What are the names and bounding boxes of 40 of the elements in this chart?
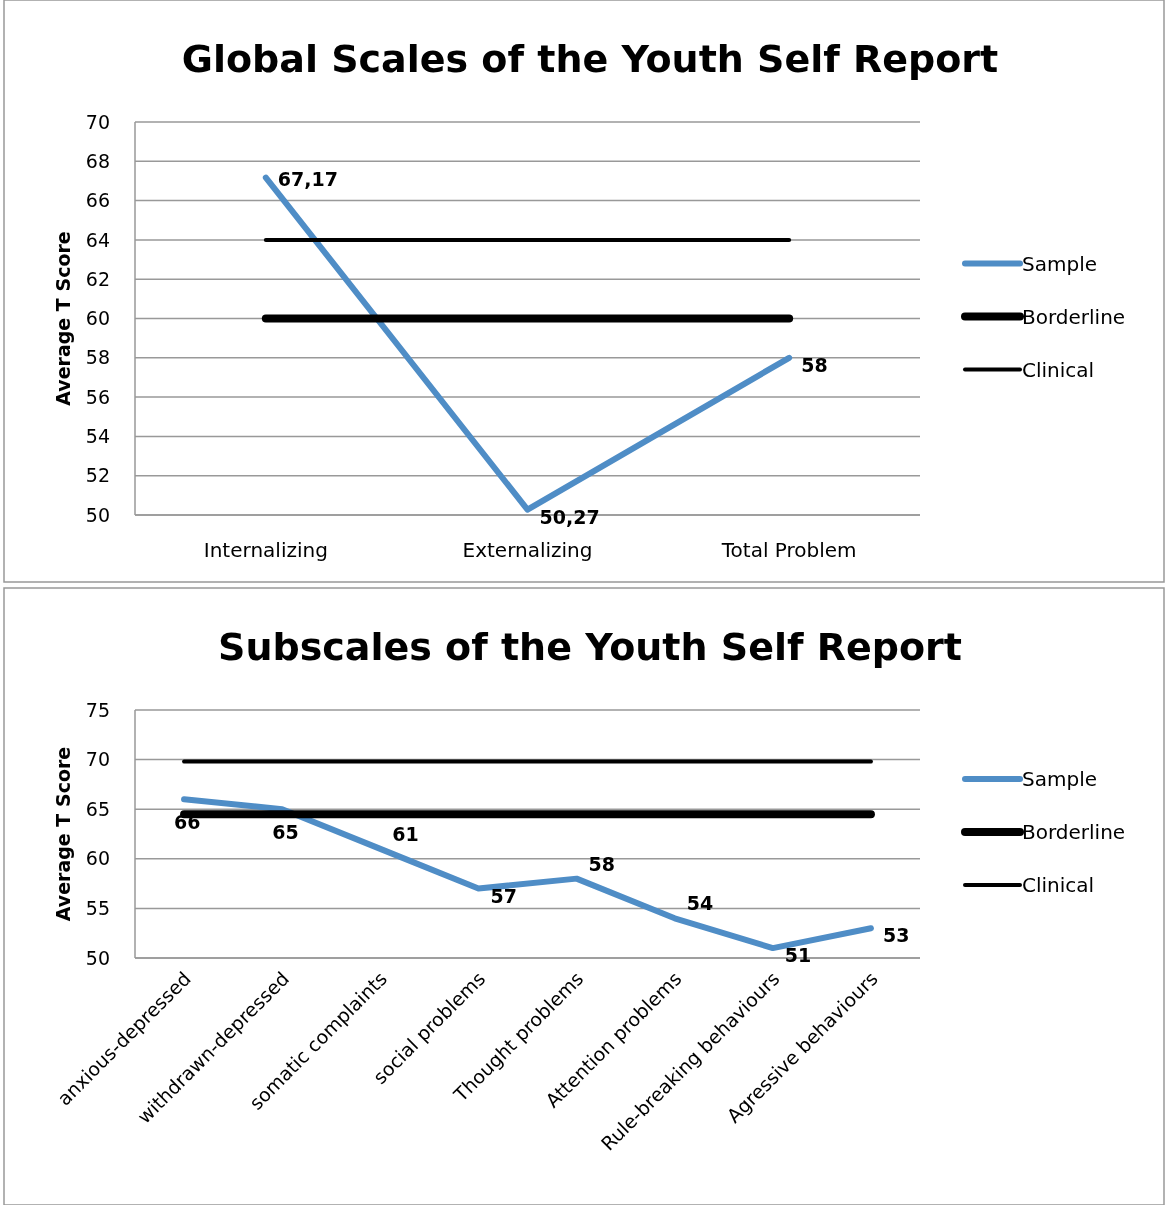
x-tick-label: Externalizing: [462, 538, 593, 562]
y-tick-label: 54: [85, 425, 110, 448]
legend-label: Clinical: [1022, 873, 1095, 897]
data-label: 54: [686, 892, 714, 915]
data-label: 58: [801, 353, 828, 376]
y-tick-label: 56: [85, 385, 110, 408]
y-tick-label: 52: [85, 464, 110, 487]
data-label: 53: [882, 924, 910, 947]
data-label: 57: [490, 884, 517, 907]
chart-title: Global Scales of the Youth Self Report: [181, 37, 999, 81]
y-tick-label: 70: [85, 748, 110, 771]
y-tick-label: 64: [85, 228, 110, 251]
legend-label: Borderline: [1022, 820, 1126, 844]
y-tick-label: 58: [85, 346, 110, 369]
y-tick-label: 50: [85, 946, 110, 969]
data-label: 50,27: [539, 505, 600, 528]
y-tick-label: 70: [85, 110, 110, 133]
y-axis-title: Average T Score: [52, 746, 74, 922]
data-label: 61: [392, 822, 419, 845]
data-label: 65: [272, 821, 299, 844]
y-tick-label: 65: [85, 797, 110, 820]
y-tick-label: 60: [85, 307, 110, 330]
legend-label: Borderline: [1022, 304, 1126, 329]
data-label: 67,17: [277, 167, 338, 190]
data-label: 51: [784, 944, 812, 967]
chart-title: Subscales of the Youth Self Report: [218, 625, 962, 669]
data-label: 58: [588, 852, 616, 875]
y-tick-label: 50: [85, 503, 110, 526]
x-tick-label: Internalizing: [203, 538, 328, 562]
y-tick-label: 75: [85, 698, 110, 721]
y-tick-label: 66: [85, 189, 110, 212]
legend-label: Clinical: [1022, 357, 1095, 382]
y-tick-label: 68: [85, 149, 110, 172]
y-tick-label: 60: [85, 847, 110, 870]
y-tick-label: 55: [85, 897, 110, 920]
legend-label: Sample: [1022, 251, 1097, 276]
y-tick-label: 62: [85, 267, 110, 290]
x-tick-label: Total Problem: [720, 538, 857, 562]
legend-label: Sample: [1022, 767, 1097, 791]
y-axis-title: Average T Score: [52, 231, 74, 406]
